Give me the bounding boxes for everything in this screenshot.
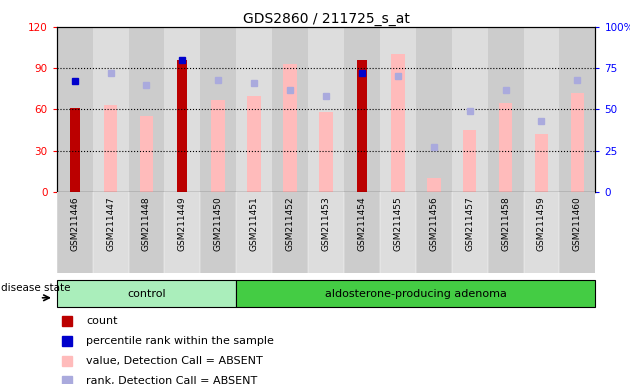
- Bar: [416, 27, 452, 192]
- Title: GDS2860 / 211725_s_at: GDS2860 / 211725_s_at: [243, 12, 410, 26]
- Bar: [57, 280, 236, 307]
- Text: value, Detection Call = ABSENT: value, Detection Call = ABSENT: [86, 356, 263, 366]
- Bar: [200, 192, 236, 273]
- Bar: [129, 192, 164, 273]
- Text: GSM211450: GSM211450: [214, 196, 223, 251]
- Bar: [164, 27, 200, 192]
- Text: GSM211447: GSM211447: [106, 196, 115, 251]
- Text: GSM211456: GSM211456: [429, 196, 438, 251]
- Bar: [308, 192, 344, 273]
- Text: GSM211457: GSM211457: [465, 196, 474, 251]
- Bar: [427, 178, 440, 192]
- Text: disease state: disease state: [1, 283, 71, 293]
- Bar: [535, 134, 548, 192]
- Bar: [416, 192, 452, 273]
- Bar: [272, 192, 308, 273]
- Bar: [284, 64, 297, 192]
- Bar: [344, 27, 380, 192]
- Bar: [57, 27, 93, 192]
- Bar: [344, 192, 380, 273]
- Bar: [559, 192, 595, 273]
- Bar: [272, 27, 308, 192]
- Bar: [391, 55, 404, 192]
- Bar: [524, 192, 559, 273]
- Bar: [524, 27, 559, 192]
- Bar: [499, 103, 512, 192]
- Bar: [70, 108, 79, 192]
- Bar: [212, 100, 225, 192]
- Bar: [357, 60, 367, 192]
- Text: control: control: [127, 289, 166, 299]
- Bar: [559, 27, 595, 192]
- Bar: [93, 192, 129, 273]
- Text: GSM211455: GSM211455: [393, 196, 403, 251]
- Bar: [463, 130, 476, 192]
- Bar: [236, 192, 272, 273]
- Bar: [129, 27, 164, 192]
- Text: GSM211448: GSM211448: [142, 196, 151, 251]
- Text: aldosterone-producing adenoma: aldosterone-producing adenoma: [325, 289, 507, 299]
- Bar: [104, 105, 117, 192]
- Bar: [319, 112, 333, 192]
- Text: GSM211449: GSM211449: [178, 196, 187, 251]
- Bar: [236, 280, 595, 307]
- Bar: [93, 27, 129, 192]
- Bar: [248, 96, 261, 192]
- Text: GSM211446: GSM211446: [70, 196, 79, 251]
- Bar: [236, 27, 272, 192]
- Bar: [178, 60, 187, 192]
- Bar: [452, 192, 488, 273]
- Text: GSM211460: GSM211460: [573, 196, 582, 251]
- Bar: [488, 27, 524, 192]
- Text: GSM211453: GSM211453: [321, 196, 331, 251]
- Bar: [452, 27, 488, 192]
- Text: GSM211452: GSM211452: [285, 196, 295, 251]
- Text: GSM211454: GSM211454: [357, 196, 367, 251]
- Text: GSM211459: GSM211459: [537, 196, 546, 251]
- Bar: [200, 27, 236, 192]
- Bar: [380, 192, 416, 273]
- Bar: [488, 192, 524, 273]
- Bar: [57, 192, 93, 273]
- Bar: [308, 27, 344, 192]
- Bar: [140, 116, 153, 192]
- Bar: [380, 27, 416, 192]
- Text: count: count: [86, 316, 118, 326]
- Text: GSM211458: GSM211458: [501, 196, 510, 251]
- Bar: [164, 192, 200, 273]
- Text: GSM211451: GSM211451: [249, 196, 259, 251]
- Text: rank, Detection Call = ABSENT: rank, Detection Call = ABSENT: [86, 376, 258, 384]
- Text: percentile rank within the sample: percentile rank within the sample: [86, 336, 274, 346]
- Bar: [571, 93, 584, 192]
